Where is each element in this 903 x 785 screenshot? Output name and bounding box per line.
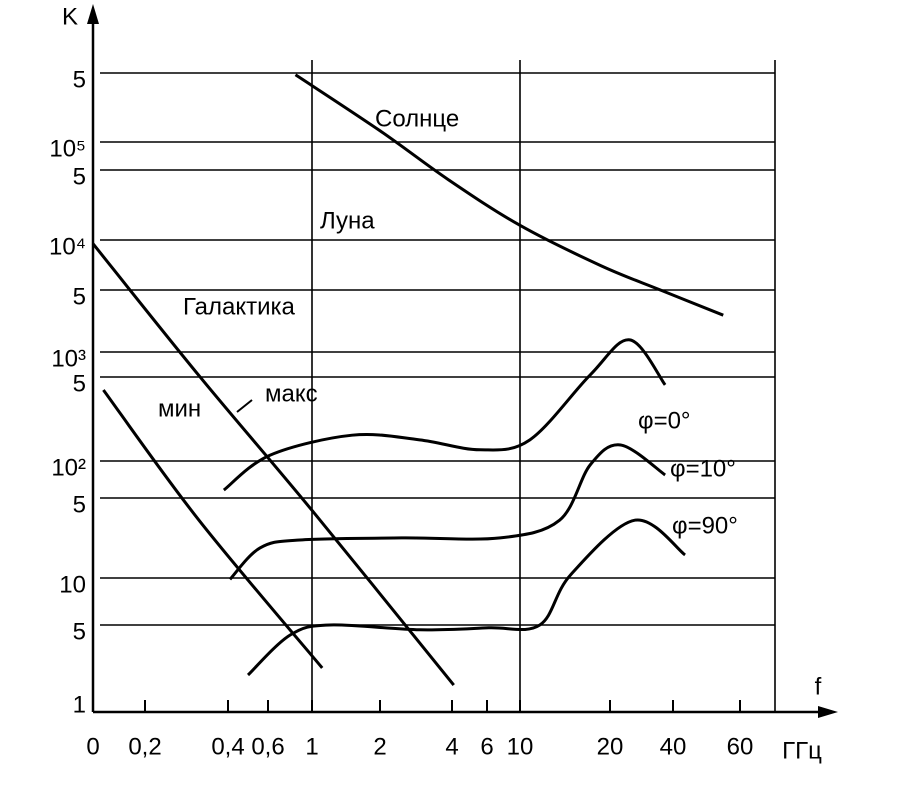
y-axis-arrow [87,4,99,24]
curve [294,73,724,317]
curve [91,242,455,687]
y-axis-label: K [62,3,78,30]
x-axis-unit: ГГц [782,737,822,764]
x-tick-label: 10 [507,733,534,760]
series-label: макс [265,380,318,407]
annotation: Галактика [183,293,296,320]
x-tick-label: 0,2 [128,733,161,760]
y-tick-label: 10² [51,454,86,481]
x-tick-label: 6 [480,733,493,760]
x-tick-label: 4 [445,733,458,760]
x-axis-label: f [815,673,822,700]
y-tick-label: 10³ [51,345,86,372]
leader-line [236,399,253,413]
y-tick-label: 5 [73,491,86,518]
x-tick-label: 0 [86,733,99,760]
x-axis-arrow [818,706,838,718]
curve [222,338,667,492]
x-tick-label: 20 [597,733,624,760]
y-tick-label: 1 [73,691,86,718]
y-tick-label: 5 [73,618,86,645]
series-label: φ=0° [638,407,691,434]
x-tick-label: 40 [660,733,687,760]
series-label: мин [158,395,201,422]
x-tick-label: 0,4 [211,733,244,760]
x-tick-label: 1 [305,733,318,760]
x-tick-label: 2 [373,733,386,760]
y-tick-label: 10 [59,571,86,598]
series-label: φ=90° [672,512,738,539]
annotation: Луна [320,207,375,234]
series-label: Солнце [375,105,459,132]
y-tick-label: 5 [73,66,86,93]
y-tick-label: 10⁵ [49,135,86,162]
y-tick-label: 5 [73,163,86,190]
y-tick-label: 10⁴ [49,233,86,260]
curve [246,518,687,677]
y-tick-label: 5 [73,283,86,310]
x-tick-label: 0,6 [251,733,284,760]
x-tick-label: 60 [727,733,754,760]
y-tick-label: 5 [73,370,86,397]
curve [102,389,324,669]
series-label: φ=10° [670,455,736,482]
curve [228,443,667,581]
